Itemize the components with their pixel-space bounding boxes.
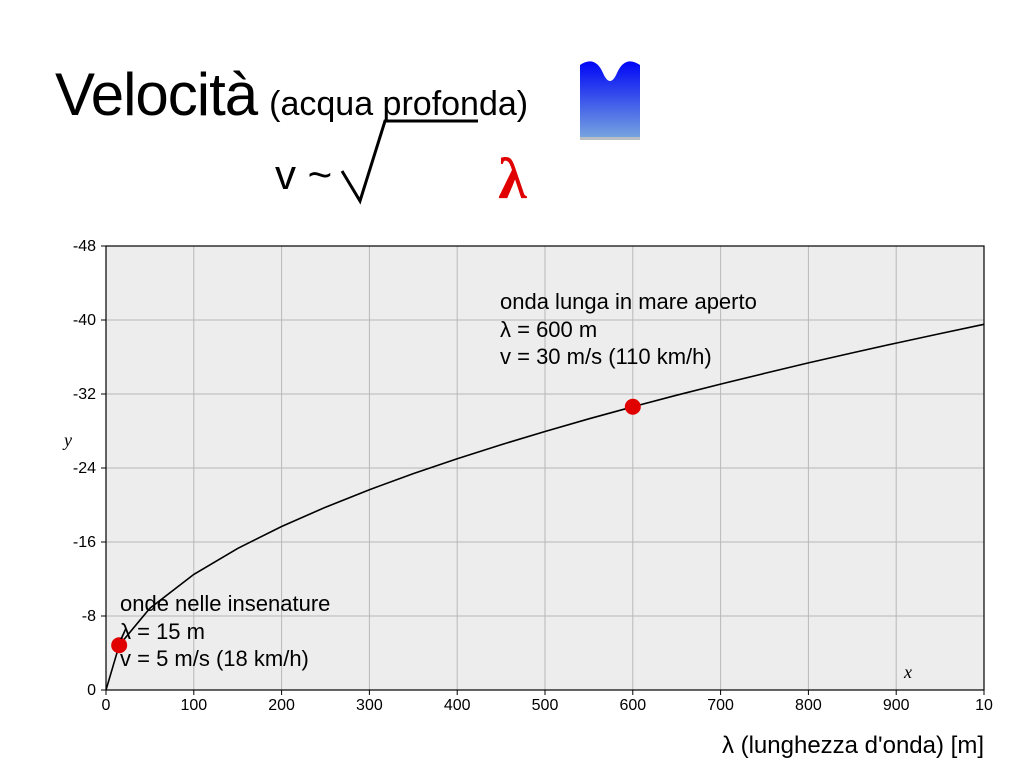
annotation-line: v = 30 m/s (110 km/h) (500, 343, 757, 371)
svg-text:-24: -24 (73, 460, 96, 477)
formula: v ~ λ (275, 135, 527, 215)
formula-lhs: v ~ (275, 151, 332, 199)
svg-text:800: 800 (795, 697, 822, 714)
svg-text:-40: -40 (73, 312, 96, 329)
annotation-open-sea: onda lunga in mare aperto λ = 600 m v = … (500, 288, 757, 371)
svg-text:10: 10 (975, 697, 993, 714)
svg-text:700: 700 (707, 697, 734, 714)
svg-text:x: x (903, 662, 912, 682)
svg-text:400: 400 (444, 697, 471, 714)
x-axis-outer-label: λ (lunghezza d'onda) [m] (0, 732, 1024, 760)
svg-text:y: y (62, 430, 72, 450)
page-title: Velocità (55, 60, 257, 129)
annotation-line: λ = 600 m (500, 316, 757, 344)
svg-text:0: 0 (102, 697, 111, 714)
svg-text:-8: -8 (82, 608, 96, 625)
annotation-inlet: onde nelle insenature λ = 15 m v = 5 m/s… (120, 590, 330, 673)
annotation-line: onde nelle insenature (120, 590, 330, 618)
wave-trough-icon (580, 55, 640, 140)
svg-text:200: 200 (268, 697, 295, 714)
svg-text:300: 300 (356, 697, 383, 714)
radical-icon (340, 113, 480, 213)
svg-text:-48: -48 (73, 240, 96, 255)
svg-text:0: 0 (87, 682, 96, 699)
svg-text:100: 100 (180, 697, 207, 714)
annotation-line: v = 5 m/s (18 km/h) (120, 645, 330, 673)
svg-text:900: 900 (883, 697, 910, 714)
formula-radicand: λ (498, 145, 527, 212)
svg-text:500: 500 (532, 697, 559, 714)
annotation-line: onda lunga in mare aperto (500, 288, 757, 316)
svg-text:600: 600 (619, 697, 646, 714)
svg-text:-32: -32 (73, 386, 96, 403)
annotation-line: λ = 15 m (120, 618, 330, 646)
svg-text:-16: -16 (73, 534, 96, 551)
